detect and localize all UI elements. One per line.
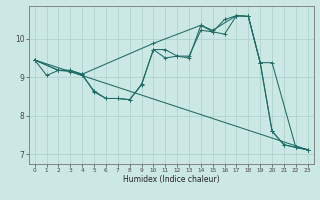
X-axis label: Humidex (Indice chaleur): Humidex (Indice chaleur) bbox=[123, 175, 220, 184]
